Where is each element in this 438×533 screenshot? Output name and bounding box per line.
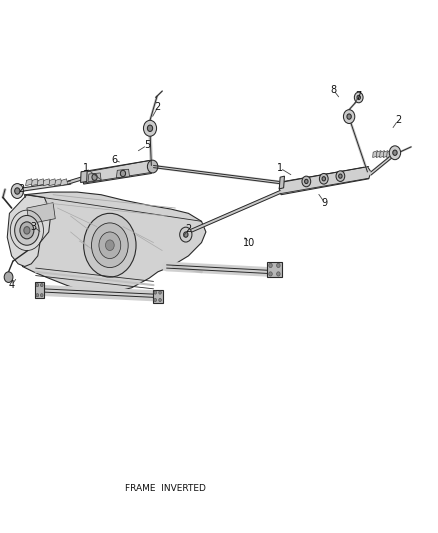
Circle shape	[120, 170, 126, 176]
Polygon shape	[43, 179, 50, 185]
Text: FRAME  INVERTED: FRAME INVERTED	[125, 484, 206, 493]
Circle shape	[343, 110, 355, 124]
Circle shape	[36, 284, 39, 287]
Circle shape	[319, 173, 328, 184]
Polygon shape	[383, 151, 389, 158]
Polygon shape	[373, 151, 378, 158]
Polygon shape	[279, 166, 371, 195]
Circle shape	[20, 222, 34, 239]
Text: 4: 4	[9, 280, 14, 290]
Circle shape	[159, 291, 161, 294]
Circle shape	[40, 294, 43, 297]
Circle shape	[40, 284, 43, 287]
Text: 2: 2	[185, 224, 191, 235]
Polygon shape	[49, 179, 56, 185]
Polygon shape	[279, 176, 285, 189]
Circle shape	[269, 263, 272, 268]
Polygon shape	[267, 262, 283, 277]
Circle shape	[277, 263, 280, 268]
Polygon shape	[7, 195, 51, 266]
Circle shape	[154, 298, 156, 302]
Circle shape	[159, 298, 161, 302]
Polygon shape	[35, 282, 44, 298]
Circle shape	[84, 213, 136, 277]
Circle shape	[336, 171, 345, 181]
Polygon shape	[32, 179, 39, 185]
Circle shape	[4, 272, 13, 282]
Text: 7: 7	[356, 91, 362, 101]
Polygon shape	[81, 160, 153, 184]
Circle shape	[36, 294, 39, 297]
Polygon shape	[387, 151, 392, 158]
Polygon shape	[55, 179, 62, 185]
Polygon shape	[81, 171, 87, 182]
Circle shape	[99, 232, 121, 259]
Circle shape	[180, 227, 192, 242]
Polygon shape	[60, 179, 67, 185]
Text: 10: 10	[244, 238, 256, 247]
Circle shape	[389, 146, 401, 160]
Text: 6: 6	[111, 155, 117, 165]
Text: 8: 8	[330, 85, 336, 95]
Circle shape	[302, 176, 311, 187]
Circle shape	[269, 272, 272, 276]
Circle shape	[393, 150, 397, 156]
Text: 3: 3	[30, 222, 36, 232]
Polygon shape	[88, 173, 101, 181]
Circle shape	[148, 160, 158, 173]
Text: 2: 2	[155, 102, 161, 112]
Circle shape	[339, 174, 342, 178]
Text: 2: 2	[18, 184, 25, 195]
Circle shape	[106, 240, 114, 251]
Circle shape	[11, 183, 23, 198]
Circle shape	[357, 95, 360, 100]
Circle shape	[148, 125, 152, 132]
Circle shape	[304, 179, 308, 183]
Circle shape	[92, 223, 128, 268]
Polygon shape	[376, 151, 381, 158]
Circle shape	[24, 227, 30, 234]
Circle shape	[14, 215, 39, 245]
Polygon shape	[18, 192, 206, 294]
Polygon shape	[25, 179, 32, 185]
Circle shape	[354, 92, 363, 103]
Text: 5: 5	[144, 140, 150, 150]
Circle shape	[154, 291, 156, 294]
Polygon shape	[380, 151, 385, 158]
Circle shape	[144, 120, 156, 136]
Circle shape	[322, 176, 325, 181]
Text: 9: 9	[321, 198, 328, 208]
Polygon shape	[152, 290, 163, 303]
Text: 1: 1	[277, 163, 283, 173]
Text: 1: 1	[83, 163, 89, 173]
Circle shape	[347, 114, 351, 119]
Text: 2: 2	[395, 115, 401, 125]
Polygon shape	[37, 179, 44, 185]
Circle shape	[92, 174, 97, 180]
Polygon shape	[117, 169, 130, 177]
Polygon shape	[27, 203, 55, 224]
Circle shape	[277, 272, 280, 276]
Circle shape	[184, 232, 188, 237]
Circle shape	[14, 188, 20, 194]
